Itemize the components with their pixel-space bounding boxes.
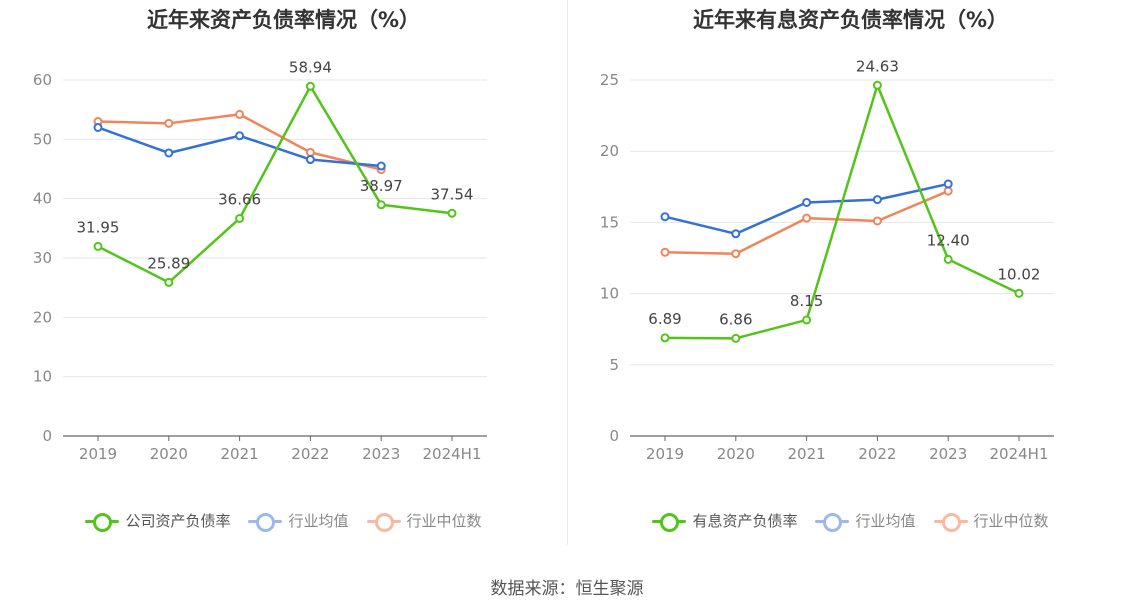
x-tick-label: 2022 xyxy=(291,445,329,463)
legend-item-interest-bearing[interactable]: 有息资产负债率 xyxy=(652,510,798,532)
data-point xyxy=(305,147,315,157)
legend-marker-icon xyxy=(366,511,401,532)
data-point xyxy=(164,118,174,128)
chart-title: 近年来有息资产负债率情况（%） xyxy=(692,8,1009,32)
data-label: 6.89 xyxy=(648,310,681,328)
data-point xyxy=(802,213,812,223)
left-chart-panel: 近年来资产负债率情况（%） 0 10 20 30 40 50 60 2019 2020 2021 2… xyxy=(0,0,567,560)
x-tick-label: 2024H1 xyxy=(990,445,1049,463)
data-point xyxy=(943,254,953,264)
y-tick-label: 0 xyxy=(609,427,619,445)
y-tick-label: 5 xyxy=(609,356,619,374)
data-label: 36.66 xyxy=(218,190,261,208)
data-label: 38.97 xyxy=(360,177,403,195)
chart-title: 近年来资产负债率情况（%） xyxy=(146,8,421,32)
y-tick-label: 60 xyxy=(33,71,52,89)
y-tick-label: 10 xyxy=(600,285,619,303)
x-tick-label: 2020 xyxy=(150,445,188,463)
data-point xyxy=(731,333,741,343)
legend-label: 行业中位数 xyxy=(406,512,482,530)
right-chart-panel: 近年来有息资产负债率情况（%） 0 5 10 15 20 25 2019 2020 2021 20… xyxy=(567,0,1134,560)
data-label: 12.40 xyxy=(927,231,970,249)
data-point xyxy=(660,247,670,257)
data-point xyxy=(235,213,245,223)
legend-marker-icon xyxy=(85,511,120,532)
legend-label: 有息资产负债率 xyxy=(692,512,798,530)
legend-marker-icon xyxy=(652,511,687,532)
x-tick-label: 2020 xyxy=(717,445,755,463)
x-tick-label: 2024H1 xyxy=(423,445,482,463)
data-point xyxy=(731,249,741,259)
data-label: 37.54 xyxy=(431,185,474,203)
data-point xyxy=(872,195,882,205)
x-tick-label: 2019 xyxy=(646,445,684,463)
line-chart: 0 5 10 15 20 25 2019 2020 2021 2022 2023 2024H1 6.89… xyxy=(600,57,1054,463)
data-point xyxy=(872,80,882,90)
y-tick-label: 15 xyxy=(600,213,619,231)
data-point xyxy=(235,131,245,141)
x-tick-label: 2019 xyxy=(79,445,117,463)
legend-label: 行业中位数 xyxy=(973,512,1049,530)
y-tick-label: 20 xyxy=(600,142,619,160)
legend: 公司资产负债率 行业均值 行业中位数 xyxy=(0,510,567,532)
x-tick-label: 2023 xyxy=(929,445,967,463)
data-point xyxy=(376,161,386,171)
series-line xyxy=(664,84,1020,340)
data-point xyxy=(731,229,741,239)
y-tick-label: 0 xyxy=(42,427,52,445)
data-label: 25.89 xyxy=(147,254,190,272)
data-label: 31.95 xyxy=(77,218,120,236)
panel-divider xyxy=(567,0,568,545)
data-point xyxy=(1014,288,1024,298)
data-point xyxy=(376,200,386,210)
data-point xyxy=(305,81,315,91)
data-label: 24.63 xyxy=(856,57,899,75)
data-point xyxy=(235,109,245,119)
y-tick-label: 10 xyxy=(33,368,52,386)
data-point xyxy=(943,179,953,189)
legend-marker-icon xyxy=(248,511,283,532)
x-tick-label: 2023 xyxy=(362,445,400,463)
series-line xyxy=(97,85,453,284)
data-point xyxy=(872,216,882,226)
x-tick-label: 2021 xyxy=(788,445,826,463)
legend-item-industry-avg[interactable]: 行业均值 xyxy=(815,510,916,532)
y-tick-label: 30 xyxy=(33,249,52,267)
data-label: 10.02 xyxy=(998,265,1041,283)
legend-item-industry-median[interactable]: 行业中位数 xyxy=(933,510,1049,532)
data-point xyxy=(93,241,103,251)
legend-item-industry-avg[interactable]: 行业均值 xyxy=(248,510,349,532)
data-point xyxy=(943,186,953,196)
y-tick-label: 20 xyxy=(33,308,52,326)
data-label: 8.15 xyxy=(790,292,823,310)
data-source: 数据来源：恒生聚源 xyxy=(490,579,644,599)
data-point xyxy=(802,197,812,207)
x-tick-label: 2021 xyxy=(221,445,259,463)
data-point xyxy=(660,212,670,222)
y-tick-label: 25 xyxy=(600,71,619,89)
y-tick-label: 40 xyxy=(33,190,52,208)
legend-marker-icon xyxy=(815,511,850,532)
data-point xyxy=(447,208,457,218)
y-tick-label: 50 xyxy=(33,130,52,148)
data-point xyxy=(305,155,315,165)
legend-label: 公司资产负债率 xyxy=(125,512,231,530)
legend: 有息资产负债率 行业均值 行业中位数 xyxy=(567,510,1134,532)
data-label: 6.86 xyxy=(719,310,752,328)
data-point xyxy=(164,277,174,287)
data-point xyxy=(802,315,812,325)
legend-item-industry-median[interactable]: 行业中位数 xyxy=(366,510,482,532)
data-label: 58.94 xyxy=(289,58,332,76)
data-point xyxy=(93,122,103,132)
legend-marker-icon xyxy=(933,511,968,532)
data-point xyxy=(164,148,174,158)
legend-label: 行业均值 xyxy=(855,512,916,530)
legend-label: 行业均值 xyxy=(288,512,349,530)
x-tick-label: 2022 xyxy=(858,445,896,463)
line-chart: 0 10 20 30 40 50 60 2019 2020 2021 2022 2023 2024H1 3… xyxy=(33,58,487,463)
legend-item-company[interactable]: 公司资产负债率 xyxy=(85,510,231,532)
data-point xyxy=(660,333,670,343)
